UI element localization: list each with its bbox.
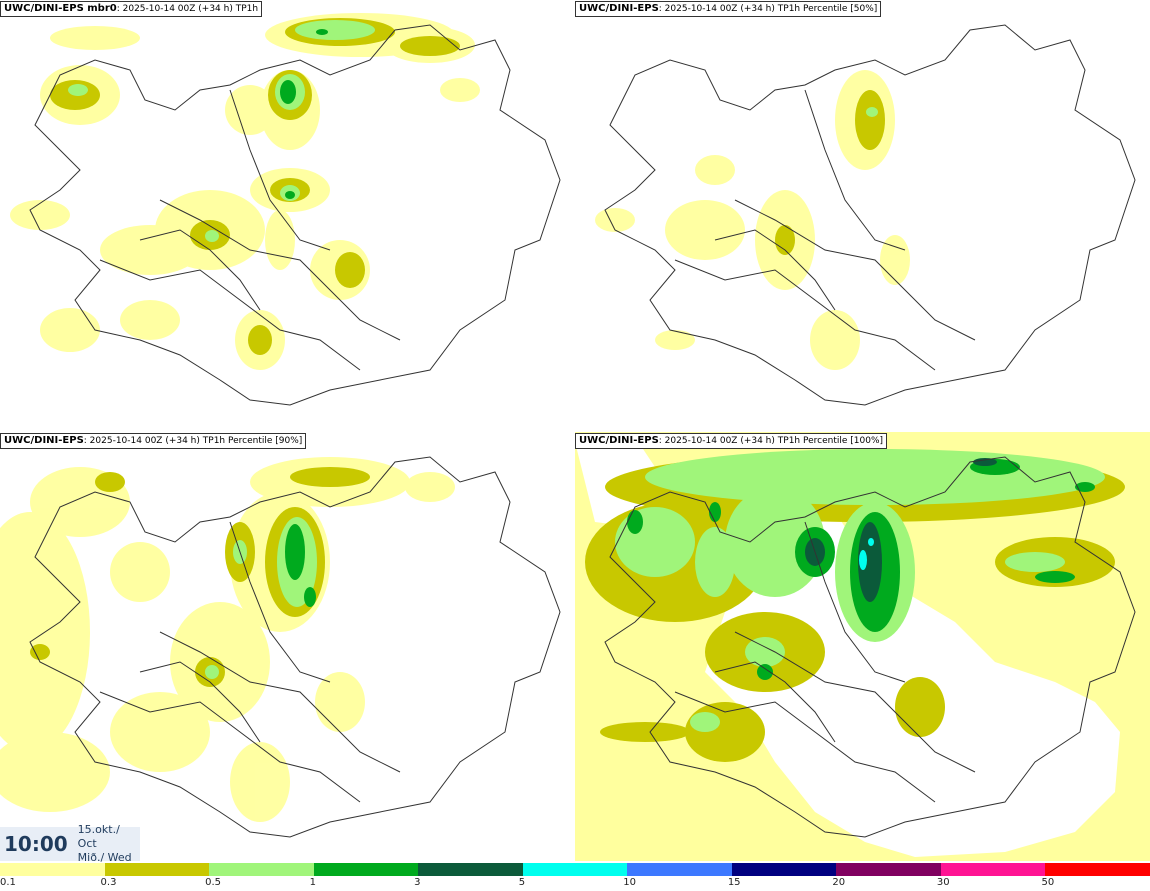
panel-title: UWC/DINI-EPS: 2025-10-14 00Z (+34 h) TP1…: [575, 1, 882, 17]
colorbar-tick-label: 1: [309, 877, 316, 888]
panel-title: UWC/DINI-EPS: 2025-10-14 00Z (+34 h) TP1…: [575, 433, 888, 449]
valid-time-clock: 10:00: [4, 832, 68, 856]
colorbar-segment: [209, 863, 314, 876]
colorbar-tick-label: 10: [623, 877, 636, 888]
colorbar-tick-label: 5: [518, 877, 526, 888]
colorbar-tick-label: 20: [832, 877, 846, 888]
colorbar-tick-label: 30: [936, 877, 950, 888]
colorbar-segment: [418, 863, 523, 876]
field-name: TP1h Percentile [100%]: [777, 436, 884, 446]
run-time: 2025-10-14 00Z (+34 h): [664, 4, 775, 14]
colorbar-tick-label: 15: [727, 877, 741, 888]
run-time: 2025-10-14 00Z (+34 h): [89, 436, 200, 446]
map-panel-p50: UWC/DINI-EPS: 2025-10-14 00Z (+34 h) TP1…: [575, 0, 1150, 430]
precip-map: [10, 13, 561, 406]
panel-title: UWC/DINI-EPS mbr0: 2025-10-14 00Z (+34 h…: [0, 1, 263, 17]
precip-map: [575, 432, 1150, 861]
colorbar-tick-label: 0.3: [100, 877, 117, 888]
valid-time-dates: 15.okt./ Oct Mið./ Wed: [78, 823, 140, 865]
colorbar-segment: [0, 863, 105, 876]
map-panel-mbr0: UWC/DINI-EPS mbr0: 2025-10-14 00Z (+34 h…: [0, 0, 573, 430]
colorbar-segment: [104, 863, 210, 876]
colorbar-tick-label: 3: [414, 877, 421, 888]
colorbar-segment: [522, 863, 628, 876]
field-name: TP1h Percentile [90%]: [202, 436, 303, 446]
valid-time-box: 10:00 15.okt./ Oct Mið./ Wed: [0, 823, 140, 864]
model-name: UWC/DINI-EPS: [4, 435, 84, 446]
colorbar-segment: [836, 863, 941, 876]
colorbar-tick-label: 0.5: [205, 877, 221, 888]
field-name: TP1h Percentile [50%]: [777, 4, 878, 14]
colorbar-segment: [313, 863, 419, 876]
model-name: UWC/DINI-EPS: [579, 435, 659, 446]
colorbar-ticks: 0.1 0.3 0.5 1 3 5 10 15 20 30 50: [0, 876, 1150, 891]
map-panel-p90: UWC/DINI-EPS: 2025-10-14 00Z (+34 h) TP1…: [0, 432, 573, 861]
panel-title: UWC/DINI-EPS: 2025-10-14 00Z (+34 h) TP1…: [0, 433, 307, 449]
colorbar-segment: [627, 863, 732, 876]
valid-date: 15.okt./ Oct: [77, 823, 120, 850]
model-name: UWC/DINI-EPS: [579, 3, 659, 14]
colorbar-segment: [731, 863, 837, 876]
panel-divider: [573, 0, 575, 861]
valid-weekday: Mið./ Wed: [77, 851, 132, 864]
map-panel-p100: UWC/DINI-EPS: 2025-10-14 00Z (+34 h) TP1…: [575, 432, 1150, 861]
run-time: 2025-10-14 00Z (+34 h): [122, 4, 233, 14]
run-time: 2025-10-14 00Z (+34 h): [664, 436, 775, 446]
precip-map: [595, 24, 1136, 406]
colorbar-tick-label: 0.1: [0, 877, 16, 888]
model-name: UWC/DINI-EPS mbr0: [4, 3, 117, 14]
field-name: TP1h: [235, 4, 259, 14]
colorbar: [0, 863, 1150, 876]
colorbar-tick-label: 50: [1041, 877, 1055, 888]
colorbar-segment: [1045, 863, 1150, 876]
precip-map: [0, 456, 561, 838]
colorbar-segment: [940, 863, 1046, 876]
